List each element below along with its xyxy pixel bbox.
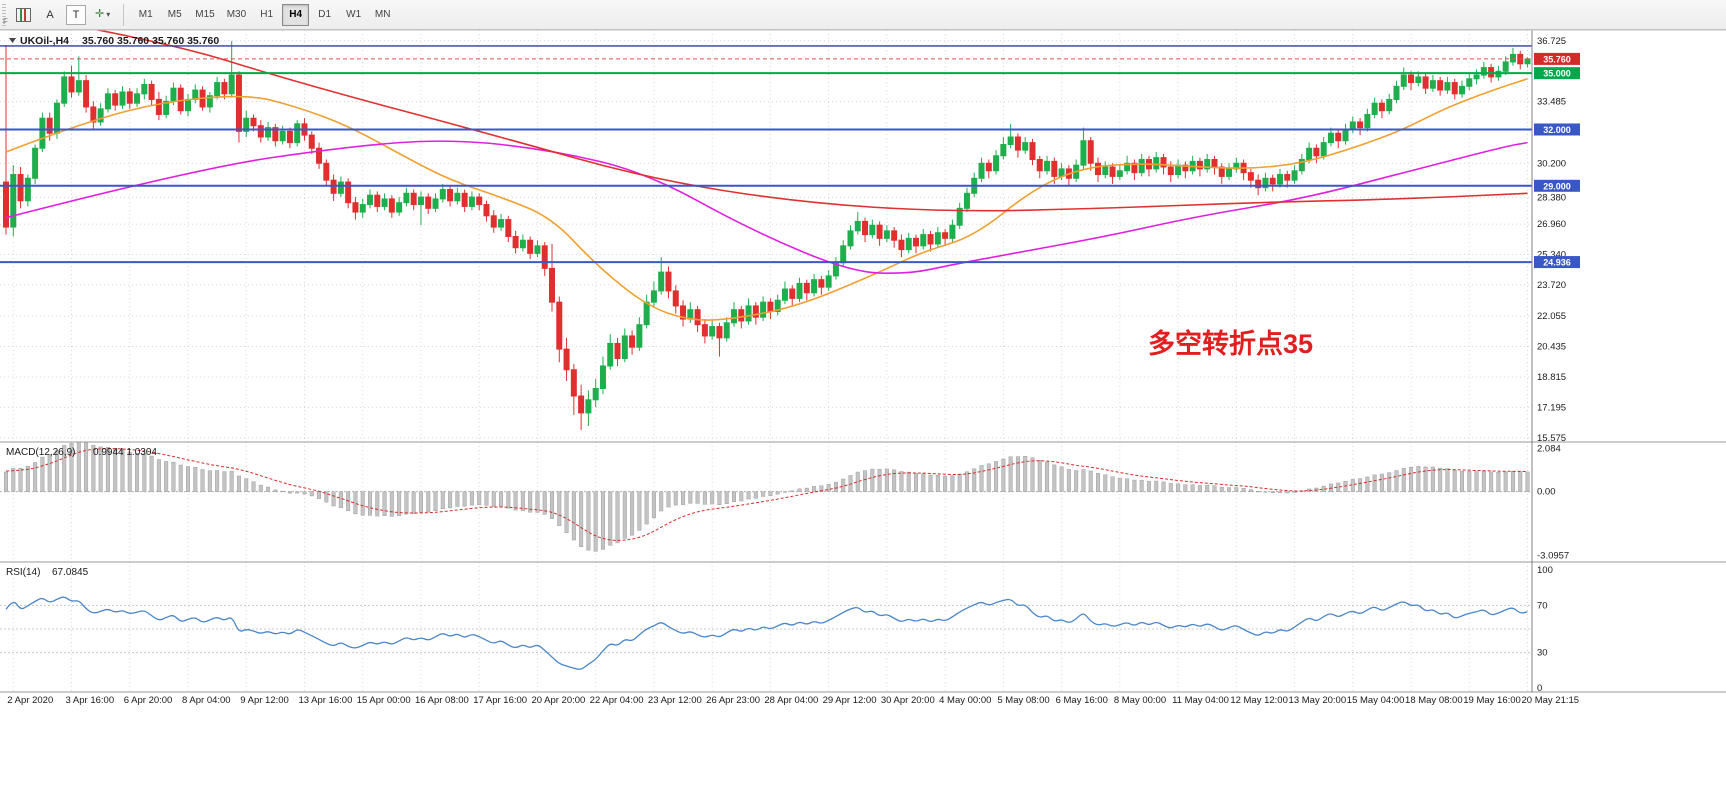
toolbar-f-label: F	[3, 17, 8, 26]
timeframe-h1-button[interactable]: H1	[253, 4, 280, 26]
timeframe-m5-button[interactable]: M5	[161, 4, 188, 26]
toolbar-separator	[123, 3, 125, 26]
timeframe-m1-button[interactable]: M1	[132, 4, 159, 26]
timeframe-h4-button[interactable]: H4	[282, 3, 310, 26]
timeframe-w1-button[interactable]: W1	[340, 4, 367, 26]
chart-windows-icon	[16, 7, 31, 22]
toolbar: F A T ✛ ▾ M1 M5 M15 M30 H1 H4 D1 W1 MN	[0, 0, 1726, 30]
crosshair-tool-button[interactable]: ✛ ▾	[90, 3, 115, 27]
timeframe-m30-button[interactable]: M30	[222, 4, 251, 26]
timeframe-mn-button[interactable]: MN	[369, 4, 396, 26]
timeframe-m15-button[interactable]: M15	[190, 4, 219, 26]
chart-windows-button[interactable]	[11, 3, 36, 27]
text-tool-button[interactable]: T	[66, 4, 86, 25]
toolbar-drag-handle[interactable]	[2, 3, 6, 26]
timeframe-d1-button[interactable]: D1	[311, 4, 338, 26]
dropdown-caret-icon: ▾	[106, 10, 111, 19]
crosshair-icon: ✛	[95, 8, 105, 20]
arrow-tool-button[interactable]: A	[38, 3, 62, 27]
chart-canvas[interactable]	[0, 30, 1726, 786]
